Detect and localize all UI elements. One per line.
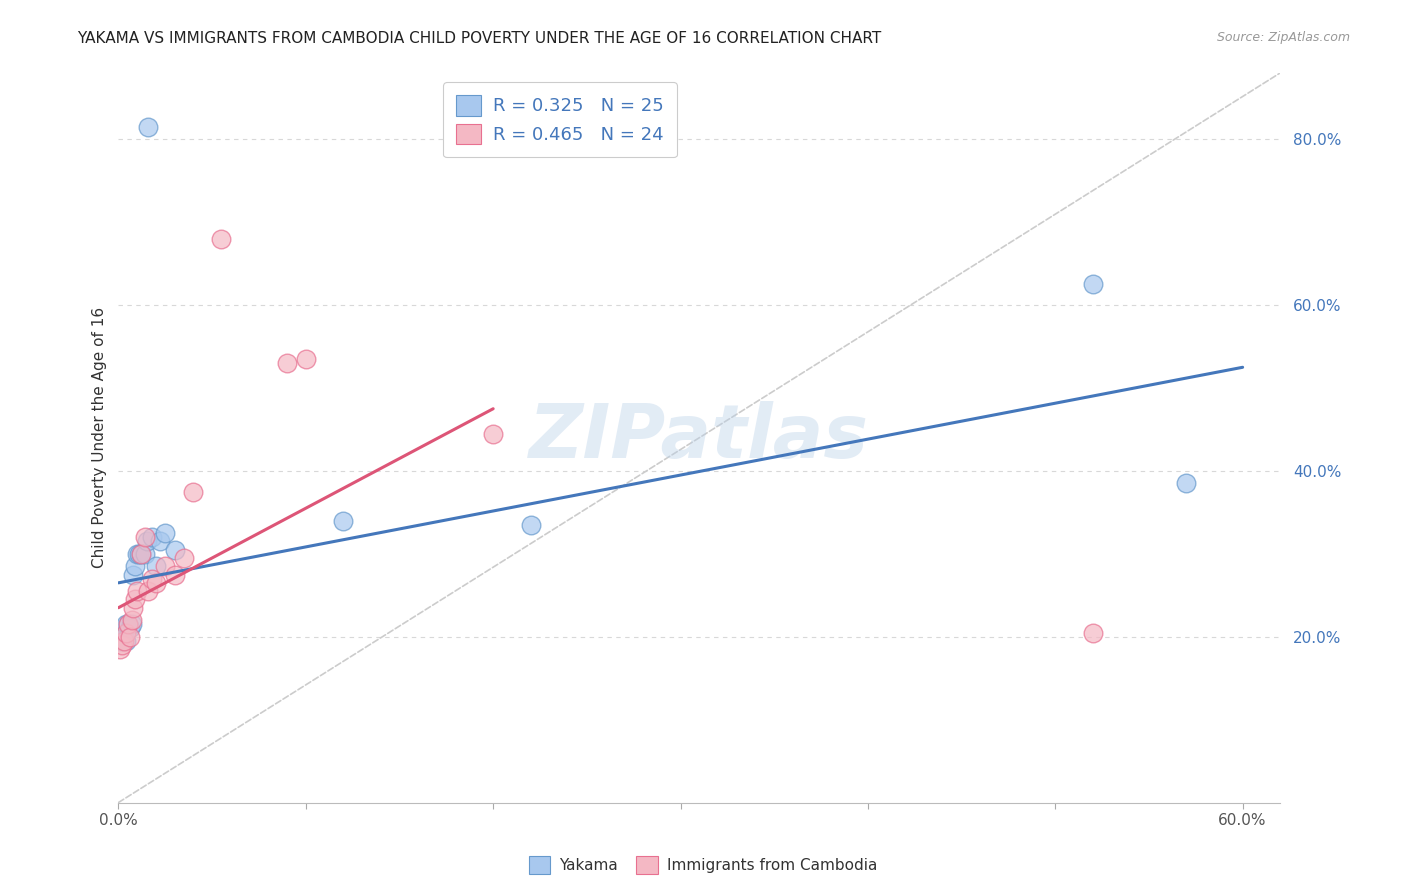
Point bbox=[127, 547, 149, 561]
Point bbox=[482, 426, 505, 441]
Point bbox=[134, 547, 156, 561]
Point bbox=[1081, 277, 1104, 292]
Text: ZIPatlas: ZIPatlas bbox=[529, 401, 869, 475]
Point bbox=[141, 530, 163, 544]
Point bbox=[117, 617, 139, 632]
Point bbox=[115, 625, 138, 640]
Text: YAKAMA VS IMMIGRANTS FROM CAMBODIA CHILD POVERTY UNDER THE AGE OF 16 CORRELATION: YAKAMA VS IMMIGRANTS FROM CAMBODIA CHILD… bbox=[77, 31, 882, 46]
Point bbox=[128, 547, 150, 561]
Point bbox=[115, 633, 138, 648]
Point bbox=[519, 517, 541, 532]
Point bbox=[112, 630, 135, 644]
Point bbox=[118, 622, 141, 636]
Point bbox=[163, 567, 186, 582]
Point bbox=[276, 356, 298, 370]
Point bbox=[211, 232, 233, 246]
Point bbox=[149, 534, 172, 549]
Point bbox=[138, 120, 160, 134]
Point bbox=[332, 514, 354, 528]
Point bbox=[145, 559, 167, 574]
Point bbox=[111, 638, 134, 652]
Point bbox=[121, 613, 143, 627]
Point bbox=[110, 642, 132, 657]
Point bbox=[129, 547, 152, 561]
Point bbox=[127, 584, 149, 599]
Point bbox=[124, 559, 146, 574]
Point bbox=[121, 617, 143, 632]
Point bbox=[111, 633, 134, 648]
Point bbox=[112, 633, 135, 648]
Point bbox=[117, 617, 139, 632]
Legend: Yakama, Immigrants from Cambodia: Yakama, Immigrants from Cambodia bbox=[523, 850, 883, 880]
Point bbox=[155, 559, 177, 574]
Point bbox=[145, 575, 167, 590]
Point bbox=[122, 567, 145, 582]
Text: Source: ZipAtlas.com: Source: ZipAtlas.com bbox=[1216, 31, 1350, 45]
Point bbox=[135, 534, 157, 549]
Point bbox=[1081, 625, 1104, 640]
Point bbox=[129, 547, 152, 561]
Point bbox=[294, 351, 316, 366]
Point bbox=[110, 633, 132, 648]
Point bbox=[122, 600, 145, 615]
Point bbox=[115, 617, 138, 632]
Point bbox=[141, 572, 163, 586]
Point bbox=[155, 526, 177, 541]
Point bbox=[124, 592, 146, 607]
Point bbox=[183, 484, 205, 499]
Point bbox=[1175, 476, 1198, 491]
Point bbox=[138, 584, 160, 599]
Point bbox=[173, 551, 195, 566]
Y-axis label: Child Poverty Under the Age of 16: Child Poverty Under the Age of 16 bbox=[93, 307, 107, 568]
Point bbox=[163, 542, 186, 557]
Legend: R = 0.325   N = 25, R = 0.465   N = 24: R = 0.325 N = 25, R = 0.465 N = 24 bbox=[443, 82, 676, 157]
Point bbox=[118, 630, 141, 644]
Point bbox=[134, 530, 156, 544]
